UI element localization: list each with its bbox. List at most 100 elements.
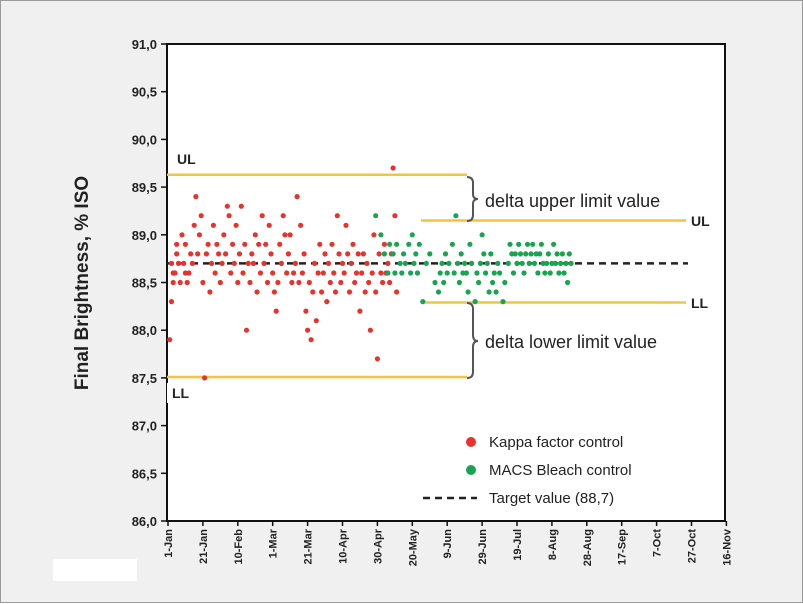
- kappa-point: [371, 232, 377, 238]
- kappa-point: [324, 299, 330, 305]
- macs-point: [378, 232, 384, 238]
- x-tick-label: 10-Apr: [338, 528, 350, 564]
- x-tick-label: 9-Jun: [442, 529, 454, 559]
- kappa-point: [292, 260, 298, 266]
- kappa-point: [296, 279, 302, 286]
- kappa-point: [373, 289, 379, 295]
- kappa-point: [228, 270, 234, 276]
- kappa-point: [299, 270, 305, 276]
- macs-point: [390, 251, 396, 257]
- macs-point: [439, 260, 445, 266]
- kappa-point: [238, 203, 244, 209]
- macs-point: [516, 241, 522, 247]
- ul-left-box: [171, 149, 203, 169]
- kappa-point: [315, 270, 321, 276]
- kappa-point: [327, 279, 333, 286]
- kappa-point: [280, 213, 286, 219]
- macs-point: [483, 270, 489, 276]
- kappa-point: [325, 260, 332, 266]
- macs-point: [559, 251, 566, 257]
- macs-point: [474, 270, 480, 276]
- macs-point: [545, 251, 552, 257]
- macs-point: [467, 241, 473, 247]
- macs-point: [435, 289, 442, 295]
- x-tick-label: 29-Jun: [477, 529, 489, 565]
- y-tick-label: 87,5: [132, 371, 157, 386]
- kappa-point: [329, 241, 335, 247]
- kappa-point: [256, 241, 262, 247]
- kappa-point: [188, 251, 194, 257]
- kappa-point: [191, 222, 197, 228]
- x-tick-label: 19-Jul: [512, 529, 524, 561]
- macs-point: [420, 299, 426, 305]
- x-tick-label: 7-Oct: [652, 529, 664, 557]
- kappa-point: [289, 279, 295, 286]
- x-tick-label: 10-Feb: [233, 529, 245, 565]
- macs-point: [523, 251, 529, 257]
- macs-point: [406, 241, 412, 247]
- macs-point: [565, 279, 571, 286]
- kappa-point: [298, 222, 304, 228]
- kappa-point: [390, 165, 396, 171]
- macs-point: [409, 232, 415, 238]
- y-tick-label: 90,5: [132, 85, 157, 100]
- macs-point: [462, 260, 468, 266]
- kappa-point: [343, 222, 349, 228]
- delta-upper-label: delta upper limit value: [485, 191, 660, 211]
- kappa-point: [231, 260, 237, 266]
- kappa-point: [303, 308, 309, 314]
- kappa-point: [198, 213, 204, 219]
- kappa-point: [282, 232, 288, 238]
- macs-point: [505, 260, 511, 266]
- macs-point: [526, 260, 532, 266]
- macs-point: [493, 289, 499, 295]
- macs-point: [397, 260, 403, 266]
- macs-point: [512, 251, 518, 257]
- kappa-point: [226, 213, 232, 219]
- macs-point: [423, 260, 429, 266]
- x-tick-label: 1-Jan: [163, 529, 175, 558]
- macs-point: [381, 251, 387, 257]
- kappa-point: [306, 279, 312, 286]
- kappa-point: [291, 270, 297, 276]
- macs-point: [449, 241, 455, 247]
- kappa-point: [242, 241, 248, 247]
- macs-point: [519, 260, 525, 266]
- kappa-point: [385, 260, 391, 266]
- legend-marker-kappa: [466, 437, 476, 447]
- macs-point: [458, 251, 464, 257]
- kappa-point: [210, 222, 216, 228]
- kappa-point: [376, 251, 382, 257]
- kappa-point: [305, 327, 311, 333]
- macs-point: [401, 251, 407, 257]
- kappa-point: [360, 251, 366, 257]
- annotations: delta upper limit value delta lower limi…: [167, 149, 716, 403]
- kappa-point: [170, 279, 176, 286]
- kappa-point: [168, 299, 175, 305]
- ul-right-box: [686, 211, 716, 231]
- kappa-point: [352, 279, 358, 286]
- kappa-point: [285, 251, 291, 257]
- kappa-point: [353, 270, 360, 276]
- kappa-point: [369, 270, 375, 276]
- kappa-point: [332, 289, 339, 295]
- kappa-point: [219, 260, 225, 266]
- limit-lines: [167, 173, 687, 379]
- macs-point: [490, 279, 496, 286]
- kappa-point: [167, 337, 173, 343]
- x-tick-label: 1-Mar: [268, 528, 280, 558]
- kappa-point: [366, 279, 372, 286]
- kappa-point: [179, 232, 185, 238]
- legend-label-macs: MACS Bleach control: [489, 462, 632, 479]
- x-tick-label: 20-May: [407, 528, 419, 566]
- kappa-point: [313, 318, 319, 324]
- kappa-point: [209, 260, 215, 266]
- macs-point: [517, 251, 524, 257]
- kappa-point: [287, 232, 293, 238]
- macs-point: [537, 251, 543, 257]
- kappa-point: [338, 279, 344, 286]
- macs-point: [451, 270, 457, 276]
- kappa-point: [277, 241, 283, 247]
- kappa-point: [320, 270, 326, 276]
